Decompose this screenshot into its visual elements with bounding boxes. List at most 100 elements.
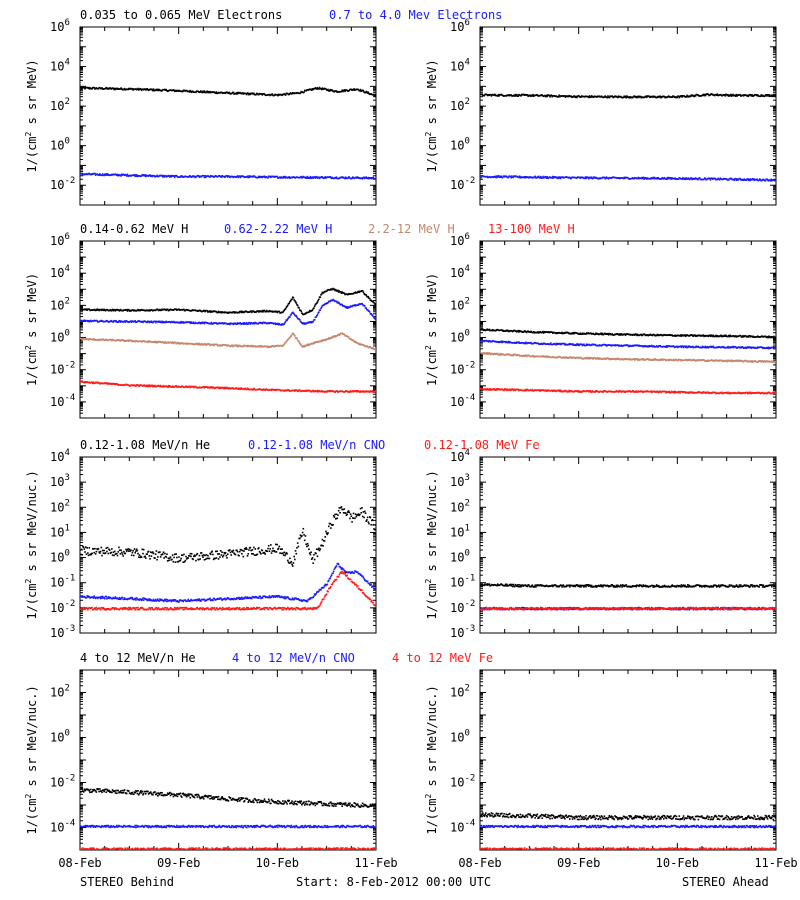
data-point [723, 94, 726, 96]
data-point [208, 91, 211, 94]
data-point [278, 310, 281, 313]
data-point [638, 96, 640, 99]
data-point [365, 176, 368, 178]
data-point [161, 320, 163, 323]
data-point [188, 91, 191, 93]
data-point [204, 310, 206, 313]
data-point [495, 175, 498, 177]
data-point [104, 174, 107, 176]
data-point [215, 322, 218, 324]
data-point [259, 345, 262, 347]
data-point [515, 342, 517, 344]
data-point [287, 338, 290, 340]
data-point [661, 176, 664, 179]
data-point [172, 342, 175, 345]
data-point [636, 177, 639, 180]
data-point [147, 341, 149, 344]
data-point [80, 319, 83, 322]
data-point [564, 95, 566, 97]
y-tick-label: 106 [50, 18, 70, 34]
data-point [147, 175, 150, 177]
data-point [118, 310, 121, 312]
data-point [365, 307, 368, 309]
data-point [715, 334, 717, 337]
data-point [506, 329, 509, 332]
data-point [334, 289, 336, 292]
data-point [128, 309, 130, 311]
data-point [299, 320, 302, 323]
data-point [325, 339, 327, 342]
data-point [202, 90, 204, 93]
data-point [219, 386, 221, 389]
data-point [712, 345, 715, 348]
data-point [114, 310, 117, 312]
data-point [576, 343, 578, 345]
data-point [168, 386, 170, 388]
data-point [344, 390, 346, 393]
data-point [87, 339, 90, 341]
data-point [176, 342, 178, 345]
data-point [337, 291, 340, 293]
data-point [144, 89, 147, 91]
data-point [192, 342, 194, 345]
data-point [282, 177, 284, 179]
data-point [666, 176, 669, 179]
data-point [202, 344, 205, 346]
data-point [226, 386, 228, 389]
data-point [701, 346, 703, 349]
data-point [99, 86, 101, 89]
data-point [745, 179, 748, 181]
data-point [175, 385, 177, 387]
data-point [347, 336, 350, 338]
data-point [704, 177, 707, 180]
data-point [264, 389, 266, 392]
data-point [219, 311, 222, 313]
data-point [600, 177, 603, 180]
data-point [635, 333, 638, 336]
data-point [160, 321, 163, 324]
data-point [573, 95, 576, 98]
data-point [557, 177, 559, 180]
data-point [361, 289, 364, 292]
data-point [321, 340, 324, 342]
data-point [715, 335, 718, 338]
data-point [676, 345, 678, 348]
data-point [486, 175, 488, 178]
data-point [651, 334, 654, 337]
data-point [756, 178, 758, 180]
y-tick-label: 10-2 [450, 361, 475, 377]
series-0-14-0-62-mev-h [480, 328, 776, 339]
data-point [325, 303, 327, 305]
data-point [183, 308, 185, 311]
data-point [294, 299, 296, 302]
data-point [318, 88, 320, 90]
data-point [674, 177, 676, 179]
data-point [618, 334, 621, 336]
data-point [153, 175, 156, 177]
data-point [541, 177, 544, 179]
data-point [344, 90, 346, 93]
panel-ahead-electrons: 10-2 100 102 104 106 1/(cm2 s sr MeV) [424, 18, 777, 206]
data-point [482, 328, 484, 331]
data-point [715, 94, 718, 97]
data-point [206, 90, 209, 93]
data-point [590, 96, 592, 99]
series-title-label: 0.14-0.62 MeV H [80, 222, 188, 236]
data-point [166, 175, 169, 178]
data-point [126, 310, 129, 312]
data-point [307, 343, 310, 345]
data-point [127, 88, 129, 91]
data-point [320, 293, 323, 295]
data-point [646, 178, 648, 180]
data-point [327, 337, 330, 339]
data-point [375, 177, 376, 180]
data-point [102, 309, 105, 312]
data-point [709, 179, 712, 181]
data-point [195, 175, 198, 178]
data-point [122, 339, 124, 341]
data-point [188, 385, 191, 388]
data-point [723, 335, 725, 337]
data-point [513, 95, 516, 97]
y-axis-label: 1/(cm2 s sr MeV) [24, 273, 39, 386]
data-point [166, 308, 169, 311]
